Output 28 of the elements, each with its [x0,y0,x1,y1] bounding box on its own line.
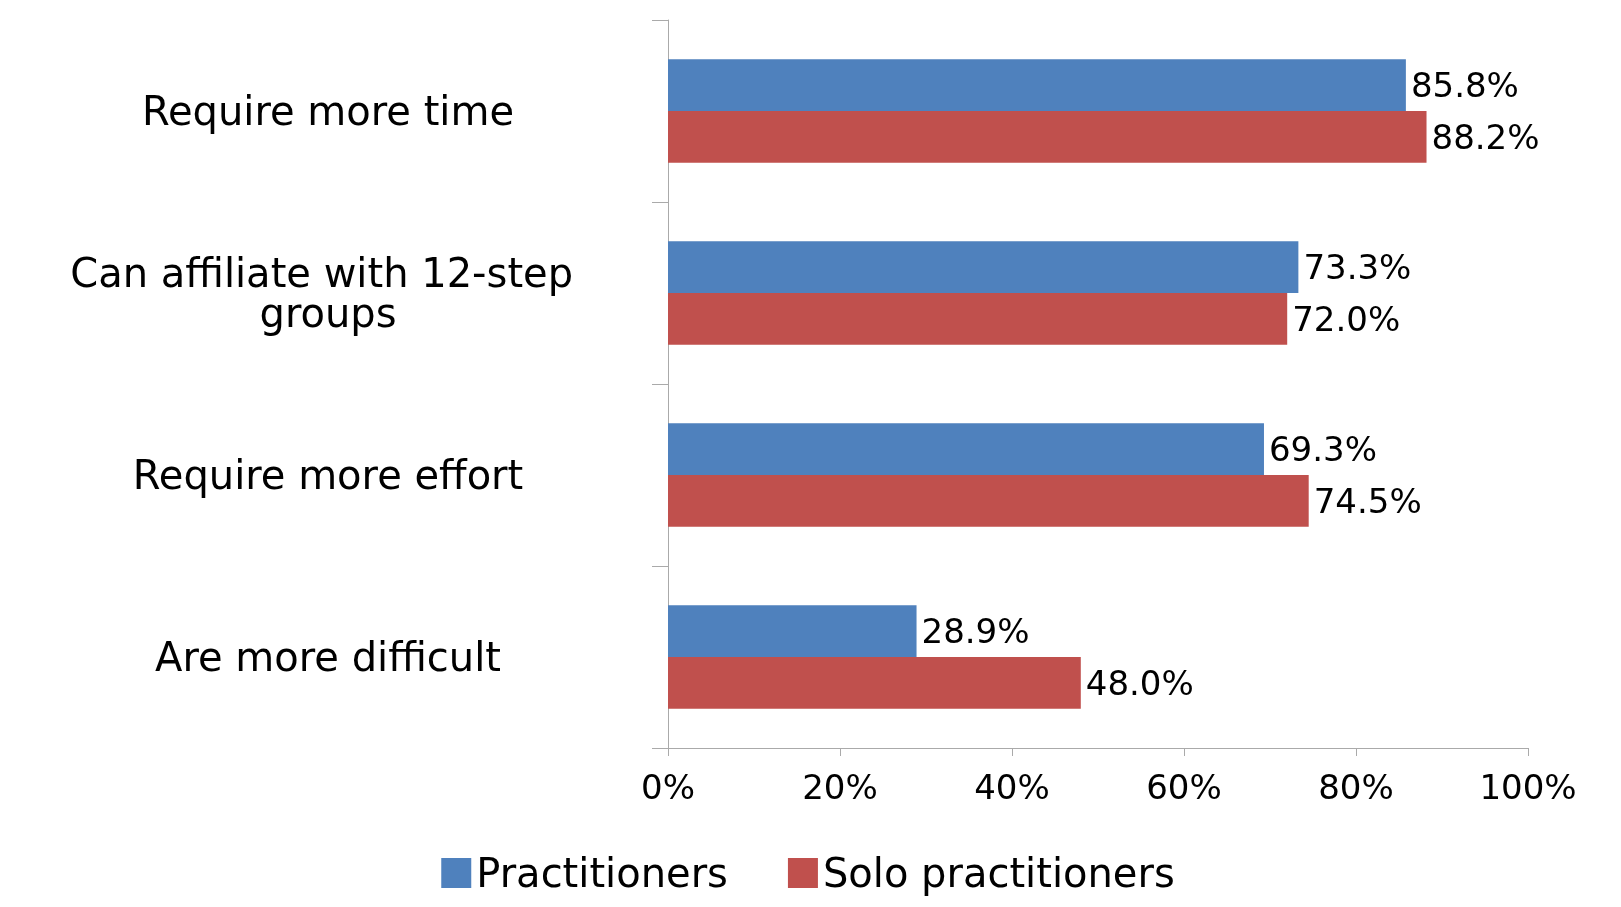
data-label: 73.3% [1303,247,1412,288]
data-label: 72.0% [1292,298,1401,339]
x-tick-label: 100% [1479,767,1577,807]
data-label: 74.5% [1313,480,1422,521]
data-label: 88.2% [1431,116,1540,157]
legend-label: Practitioners [476,850,728,896]
data-label: 48.0% [1085,662,1194,703]
y-tick-label: Require more effort [132,452,524,498]
bar [668,475,1309,527]
y-tick-label: Require more time [141,88,515,134]
x-tick-label: 80% [1318,767,1394,807]
x-tick-label: 20% [802,767,878,807]
bar [668,111,1427,163]
bar [668,657,1081,709]
data-label: 85.8% [1410,65,1519,106]
data-label: 69.3% [1268,429,1377,470]
bar [668,59,1406,111]
bar [668,293,1288,345]
bar [668,423,1264,475]
bar [668,605,917,657]
x-tick-label: 40% [974,767,1050,807]
x-tick-label: 0% [641,767,695,807]
y-tick-label: Can affiliate with 12-step groups [70,250,586,336]
data-label: 28.9% [921,611,1030,652]
x-tick-label: 60% [1146,767,1222,807]
legend-label: Solo practitioners [822,850,1175,896]
y-tick-label: Are more difficult [155,634,501,680]
bar [668,241,1299,293]
